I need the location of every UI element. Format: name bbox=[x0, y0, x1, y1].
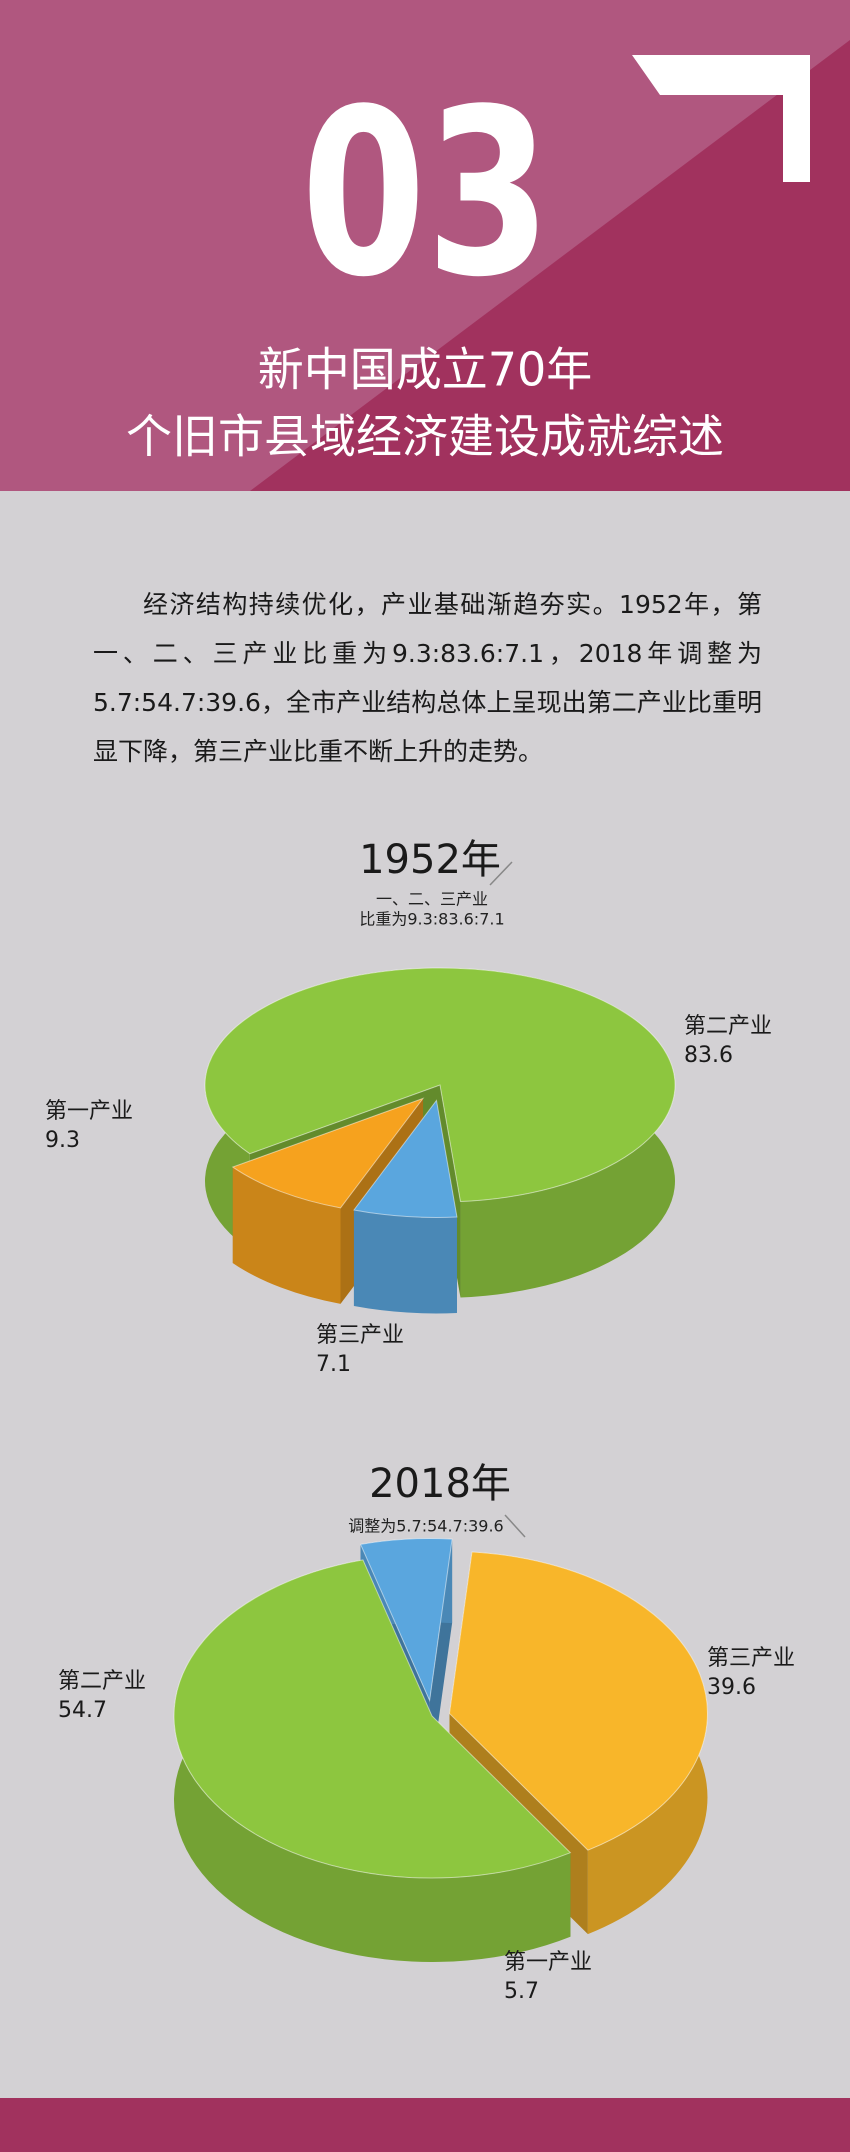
section-number: 03 bbox=[301, 61, 551, 328]
title-deco bbox=[504, 1514, 526, 1538]
slice-value: 83.6 bbox=[684, 1043, 733, 1068]
chart-subtitle: 比重为9.3:83.6:7.1 bbox=[359, 910, 504, 929]
pie-slice bbox=[448, 1551, 708, 1851]
slice-label: 第一产业 bbox=[45, 1099, 133, 1124]
slice-label: 第二产业 bbox=[684, 1014, 772, 1039]
slice-label: 第一产业 bbox=[504, 1950, 592, 1975]
slice-label: 第二产业 bbox=[58, 1669, 146, 1694]
paragraph: 经济结构持续优化，产业基础渐趋夯实。1952年，第一、二、三产业比重为9.3:8… bbox=[93, 590, 762, 766]
slice-value: 7.1 bbox=[316, 1352, 351, 1377]
chart-title: 2018年 bbox=[369, 1461, 511, 1507]
header-title: 个旧市县域经济建设成就综述 bbox=[126, 410, 724, 464]
pie-slice bbox=[204, 967, 676, 1203]
title-deco bbox=[489, 861, 513, 886]
slice-label: 第三产业 bbox=[316, 1323, 404, 1348]
chart-subtitle: 调整为5.7:54.7:39.6 bbox=[348, 1517, 503, 1536]
slice-value: 54.7 bbox=[58, 1698, 107, 1723]
pie-slice bbox=[231, 1097, 425, 1209]
slice-side bbox=[232, 1167, 341, 1304]
slice-side bbox=[353, 1210, 457, 1314]
pie-slice bbox=[353, 1099, 458, 1218]
footer-band bbox=[0, 2098, 850, 2152]
slice-label: 第三产业 bbox=[707, 1646, 795, 1671]
header-shade bbox=[0, 0, 850, 491]
chart-subtitle: 一、二、三产业 bbox=[376, 890, 488, 909]
slice-value: 5.7 bbox=[504, 1979, 539, 2004]
slice-value: 39.6 bbox=[707, 1675, 756, 1700]
header-title: 新中国成立70年 bbox=[258, 343, 593, 397]
pie-slice bbox=[359, 1537, 453, 1703]
chart-title: 1952年 bbox=[359, 837, 501, 883]
slice-value: 9.3 bbox=[45, 1128, 80, 1153]
arrow-icon bbox=[632, 55, 810, 182]
pie-slice bbox=[173, 1559, 572, 1879]
